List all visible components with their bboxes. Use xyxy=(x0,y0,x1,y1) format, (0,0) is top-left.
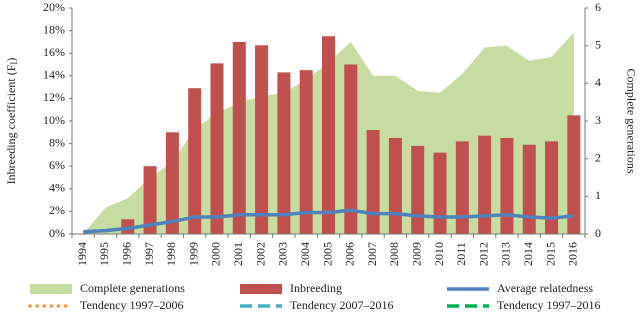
bar xyxy=(545,141,559,234)
y-tick-label: 20% xyxy=(43,0,65,14)
y-tick-label: 14% xyxy=(43,68,65,82)
bar xyxy=(299,70,313,235)
y-tick-label: 0% xyxy=(49,226,65,240)
bar xyxy=(232,41,246,235)
bar xyxy=(522,144,536,234)
y-tick-label: 18% xyxy=(43,22,65,36)
y-axis-title-sub: I xyxy=(9,62,19,65)
x-tick-label: 2012 xyxy=(476,242,490,266)
x-tick-label: 2015 xyxy=(543,242,557,266)
x-tick-label: 1999 xyxy=(186,242,200,266)
legend-swatch xyxy=(240,284,282,294)
x-tick-label: 2005 xyxy=(320,242,334,266)
bar xyxy=(388,137,402,234)
legend-label: Complete generations xyxy=(80,281,185,295)
x-tick-label: 2011 xyxy=(454,242,468,266)
x-tick-label: 1997 xyxy=(142,242,156,266)
bar xyxy=(322,36,335,234)
x-tick-label: 2010 xyxy=(432,242,446,266)
line xyxy=(83,208,575,234)
x-tick-label: 2003 xyxy=(276,242,290,266)
y-tick-label: 16% xyxy=(43,45,65,59)
x-tick-label: 1995 xyxy=(97,242,111,266)
y2-tick-label: 0 xyxy=(595,226,601,240)
x-tick-label: 2013 xyxy=(499,242,513,266)
x-tick-label: 1998 xyxy=(164,242,178,266)
y2-tick-label: 1 xyxy=(595,188,601,202)
y-tick-label: 12% xyxy=(43,90,65,104)
x-tick-label: 2014 xyxy=(521,242,535,266)
y2-tick-label: 4 xyxy=(595,75,601,89)
bar xyxy=(165,132,179,234)
x-tick-label: 2006 xyxy=(343,242,357,266)
y-axis-title-end: ) xyxy=(4,58,18,62)
bar xyxy=(188,88,202,234)
bar xyxy=(143,166,157,234)
bar xyxy=(455,141,469,234)
y-tick-label: 4% xyxy=(49,181,65,195)
y-axis-title-main: Inbreeding coefficient (F xyxy=(4,64,18,184)
x-tick-label: 2007 xyxy=(365,242,379,266)
x-tick-label: 2002 xyxy=(253,242,267,266)
bar xyxy=(478,135,492,234)
bar xyxy=(344,64,358,234)
bar xyxy=(500,137,514,234)
x-tick-label: 2009 xyxy=(409,242,423,266)
x-tick-label: 2001 xyxy=(231,242,245,266)
y-tick-label: 10% xyxy=(43,113,65,127)
legend-swatch xyxy=(30,284,72,294)
x-tick-label: 2016 xyxy=(566,242,580,266)
bar xyxy=(411,145,425,234)
y2-tick-label: 6 xyxy=(595,0,601,14)
x-tick-label: 1994 xyxy=(75,242,89,266)
x-tick-label: 2008 xyxy=(387,242,401,266)
y-tick-label: 6% xyxy=(49,158,65,172)
bar xyxy=(210,63,224,235)
y-tick-label: 8% xyxy=(49,135,65,149)
bar xyxy=(277,72,291,234)
y-axis-title: Inbreeding coefficient (FI) xyxy=(4,58,19,185)
x-tick-label: 2004 xyxy=(298,242,312,266)
x-tick-label: 1996 xyxy=(120,242,134,266)
bar xyxy=(366,130,380,234)
bar xyxy=(255,45,269,234)
bar xyxy=(433,152,447,234)
legend-label: Tendency 1997–2016 xyxy=(497,298,600,312)
legend-label: Tendency 2007–2016 xyxy=(290,298,393,312)
x-tick-label: 2000 xyxy=(209,242,223,266)
bar xyxy=(567,115,581,234)
y2-tick-label: 3 xyxy=(595,113,601,127)
y2-tick-label: 2 xyxy=(595,150,601,164)
y2-axis-title: Complete generations xyxy=(624,69,638,174)
y2-tick-label: 5 xyxy=(595,37,601,51)
legend-label: Average relatedness xyxy=(497,281,593,295)
legend-label: Inbreeding xyxy=(290,281,342,295)
y-tick-label: 2% xyxy=(49,203,65,217)
legend-label: Tendency 1997–2006 xyxy=(80,298,183,312)
